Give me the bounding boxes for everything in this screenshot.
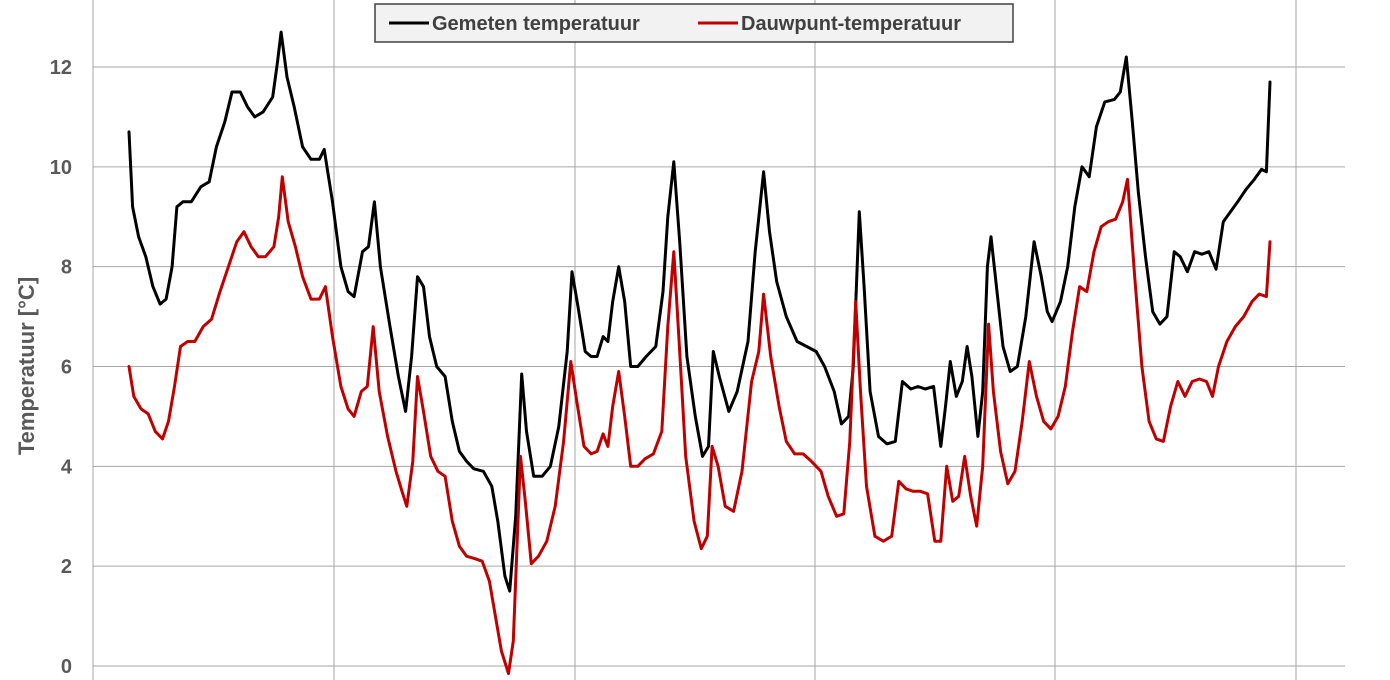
y-tick-label: 6 [61,357,72,379]
series-lines [127,30,1272,675]
gridlines [92,0,1345,680]
y-tick-labels: 0 2 4 6 8 10 12 [50,57,73,678]
y-tick-label: 8 [61,257,72,279]
y-tick-label: 10 [50,157,72,179]
series-line-gemeten [127,30,1272,593]
y-tick-label: 2 [61,556,72,578]
y-axis-label: Temperatuur [°C] [14,277,39,455]
legend-label-gemeten: Gemeten temperatuur [432,13,640,35]
legend: Gemeten temperatuur Dauwpunt-temperatuur [374,3,1014,43]
y-tick-label: 4 [61,456,73,478]
legend-label-dauwpunt: Dauwpunt-temperatuur [741,13,961,35]
y-tick-label: 0 [61,656,72,678]
y-tick-label: 12 [50,57,72,79]
series-line-dauwpunt [127,175,1272,675]
legend-box [374,3,1014,43]
